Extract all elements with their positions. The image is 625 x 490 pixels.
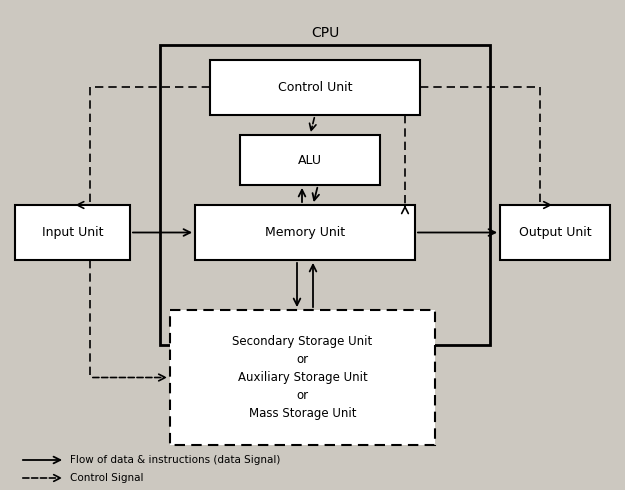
Text: or: or bbox=[296, 353, 309, 366]
Bar bbox=[195, 205, 415, 260]
Text: Control Unit: Control Unit bbox=[278, 81, 352, 94]
Bar bbox=[15, 205, 130, 260]
Bar bbox=[170, 310, 435, 445]
Text: Auxiliary Storage Unit: Auxiliary Storage Unit bbox=[238, 371, 368, 384]
Bar bbox=[240, 135, 380, 185]
Bar bbox=[210, 60, 420, 115]
Text: Mass Storage Unit: Mass Storage Unit bbox=[249, 407, 356, 420]
Bar bbox=[160, 45, 490, 345]
Bar bbox=[500, 205, 610, 260]
Text: Input Unit: Input Unit bbox=[42, 226, 103, 239]
Text: Memory Unit: Memory Unit bbox=[265, 226, 345, 239]
Text: CPU: CPU bbox=[311, 26, 339, 40]
Text: Control Signal: Control Signal bbox=[70, 473, 144, 483]
Text: or: or bbox=[296, 389, 309, 402]
Text: Flow of data & instructions (data Signal): Flow of data & instructions (data Signal… bbox=[70, 455, 281, 465]
Text: Output Unit: Output Unit bbox=[519, 226, 591, 239]
Text: Secondary Storage Unit: Secondary Storage Unit bbox=[232, 335, 372, 348]
Text: ALU: ALU bbox=[298, 153, 322, 167]
